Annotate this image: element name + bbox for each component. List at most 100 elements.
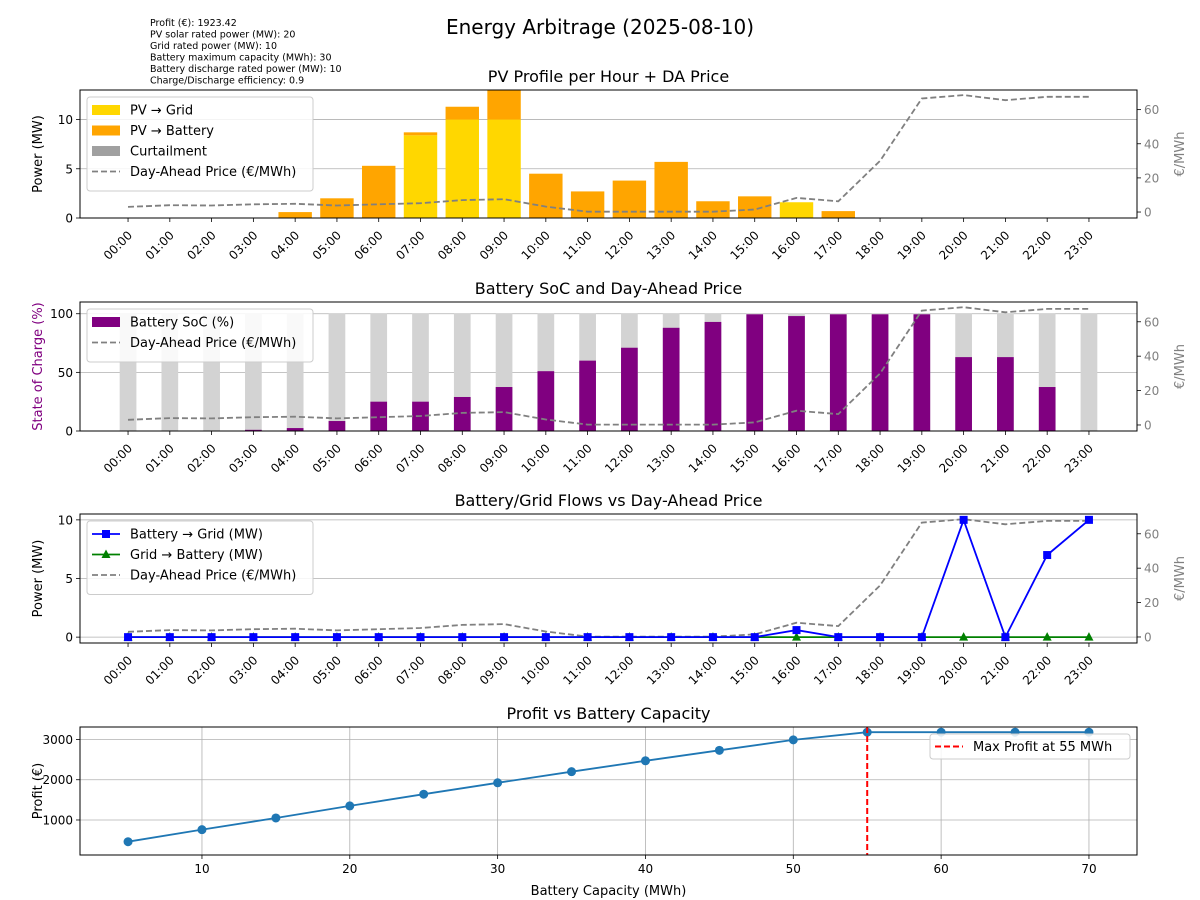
x-tick-label: 30	[490, 862, 505, 876]
bar-pv-to-battery	[821, 211, 855, 218]
axes-frame	[79, 89, 1138, 219]
point-battery-to-grid	[792, 626, 801, 635]
bar-soc	[662, 327, 680, 431]
point-grid-to-battery	[1084, 632, 1094, 641]
y2-tick-label: 20	[1144, 171, 1159, 185]
point-battery-to-grid	[583, 633, 592, 642]
y-tick-label: 10	[58, 113, 73, 127]
point-battery-to-grid	[959, 515, 968, 524]
y2-tick-label: 0	[1144, 206, 1152, 220]
panel-3: Battery/Grid Flows vs Day-Ahead Price 0 5 1…	[31, 491, 1188, 688]
bar-soc	[286, 428, 304, 431]
y2-tick-label: 0	[1144, 630, 1152, 644]
panel-2-title: Battery SoC and Day-Ahead Price	[475, 279, 742, 298]
bar-soc	[955, 357, 972, 431]
bar-soc	[453, 396, 471, 431]
legend-label-battery-soc: Battery SoC (%)	[130, 316, 234, 331]
legend-swatch-curtailment	[92, 146, 120, 156]
y-tick-label: 2000	[42, 773, 73, 787]
y2-tick-label: 60	[1144, 103, 1159, 117]
legend-box	[86, 308, 314, 363]
y-tick-label: 0	[65, 425, 73, 439]
y-axis-label: State of Charge (%)	[31, 302, 46, 430]
bar-pv-to-grid	[445, 119, 479, 218]
point-grid-to-battery	[1042, 632, 1052, 641]
bar-soc-capacity	[1080, 313, 1098, 431]
bar-soc	[871, 314, 889, 431]
point-battery-to-grid	[374, 633, 383, 642]
y-tick-label: 5	[65, 162, 73, 176]
y2-tick-label: 60	[1144, 527, 1159, 541]
bar-pv-to-grid	[403, 135, 438, 218]
y-axis-label: Profit (€)	[31, 763, 46, 819]
x-tick-label: 70	[1081, 862, 1096, 876]
bar-soc	[788, 316, 805, 431]
point-battery-to-grid	[124, 633, 133, 642]
point-battery-to-grid	[876, 633, 885, 642]
point-battery-to-grid	[332, 633, 341, 642]
point-battery-to-grid	[458, 633, 467, 642]
x-tick-label: 20	[342, 862, 357, 876]
point-battery-to-grid	[667, 633, 676, 642]
y-tick-label: 10	[58, 513, 73, 527]
y2-tick-label: 40	[1144, 137, 1159, 151]
bar-pv-to-battery	[445, 106, 479, 120]
legend-label-day-ahead-price-mwh: Day-Ahead Price (€/MWh)	[130, 569, 296, 584]
legend-box	[86, 96, 314, 192]
x-tick-label: 60	[933, 862, 948, 876]
y2-axis-label: €/MWh	[1173, 556, 1188, 601]
profit-point	[567, 767, 577, 777]
bar-pv-to-grid	[779, 202, 814, 218]
point-grid-to-battery	[959, 632, 969, 641]
point-battery-to-grid	[834, 633, 843, 642]
legend-marker-grid-battery-mw	[101, 549, 111, 558]
panel-4-title: Profit vs Battery Capacity	[507, 704, 711, 723]
profit-point	[123, 837, 133, 847]
profit-point	[271, 813, 281, 823]
legend-label-max-profit: Max Profit at 55 MWh	[973, 740, 1112, 755]
bar-pv-to-battery	[278, 212, 312, 218]
point-battery-to-grid	[207, 633, 216, 642]
legend-label-pv-grid: PV → Grid	[130, 104, 193, 119]
y-tick-label: 5	[65, 572, 73, 586]
legend-label-day-ahead-price-mwh: Day-Ahead Price (€/MWh)	[130, 336, 296, 351]
figure-title: Energy Arbitrage (2025-08-10)	[446, 15, 754, 39]
point-battery-to-grid	[625, 633, 634, 642]
point-battery-to-grid	[1001, 633, 1010, 642]
bar-pv-to-battery	[570, 191, 605, 218]
info-line-battery-capacity: Battery maximum capacity (MWh): 30	[150, 53, 332, 64]
bar-pv-to-battery	[362, 165, 396, 218]
y-tick-label: 1000	[42, 813, 73, 827]
point-battery-to-grid	[1084, 515, 1093, 524]
bar-pv-to-battery	[738, 196, 772, 218]
bar-soc	[245, 429, 262, 431]
point-battery-to-grid	[500, 633, 509, 642]
point-battery-to-grid	[1043, 551, 1052, 560]
bar-soc	[495, 387, 513, 431]
legend-label-day-ahead-price-mwh: Day-Ahead Price (€/MWh)	[130, 165, 296, 180]
axes-frame	[79, 726, 1138, 856]
bar-soc	[704, 321, 722, 431]
point-grid-to-battery	[792, 632, 802, 641]
y2-tick-label: 40	[1144, 350, 1159, 364]
y2-axis-label: €/MWh	[1173, 344, 1188, 389]
y-axis-label: Power (MW)	[31, 115, 46, 193]
legend-box	[86, 520, 314, 595]
x-axis-label: Battery Capacity (MWh)	[531, 884, 687, 899]
bar-soc	[370, 401, 388, 431]
bar-pv-to-battery	[654, 161, 688, 218]
x-tick-label: 50	[786, 862, 801, 876]
point-battery-to-grid	[917, 633, 926, 642]
profit-point	[345, 801, 355, 811]
point-battery-to-grid	[165, 633, 174, 642]
profit-point	[419, 789, 429, 799]
bar-pv-to-battery	[529, 173, 563, 218]
point-battery-to-grid	[249, 633, 258, 642]
panel-2: Battery SoC and Day-Ahead Price 0 50 100 Sta…	[31, 279, 1188, 476]
axes-frame	[79, 513, 1138, 644]
y2-tick-label: 20	[1144, 384, 1159, 398]
legend-label-grid-battery-mw: Grid → Battery (MW)	[130, 548, 263, 563]
bar-pv-to-battery	[696, 201, 730, 218]
point-battery-to-grid	[291, 633, 300, 642]
